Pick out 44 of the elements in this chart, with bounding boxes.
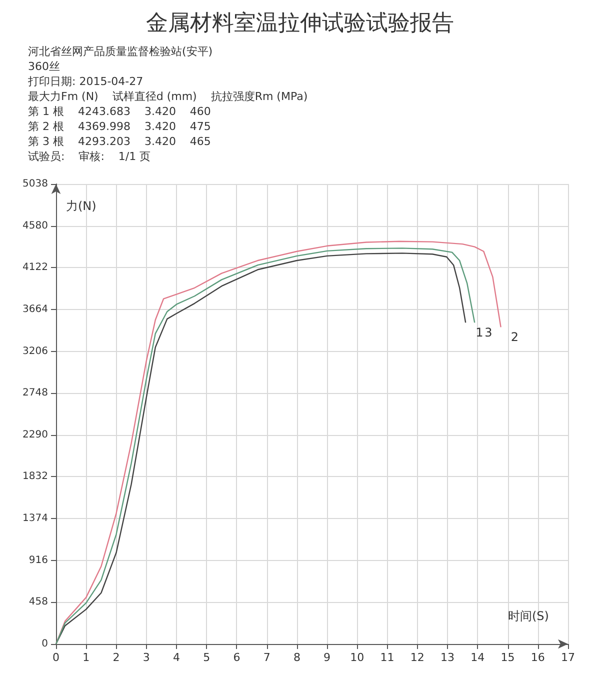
x-tick-label: 7	[263, 651, 270, 664]
x-tick-label: 12	[410, 651, 424, 664]
text: 河北省丝网产品质量监督检验站(安平)	[28, 44, 214, 59]
y-tick-label: 1832	[22, 471, 48, 482]
x-tick-label: 17	[561, 651, 575, 664]
x-tick-label: 0	[52, 651, 60, 664]
x-tick-label: 8	[293, 651, 300, 664]
x-tick-label: 1	[82, 651, 90, 664]
y-tick-label: 2748	[22, 388, 48, 399]
y-tick-label: 4580	[22, 220, 48, 232]
y-tick-label: 3206	[22, 346, 48, 357]
series-label: 3	[484, 326, 492, 340]
x-tick-label: 3	[142, 651, 150, 664]
y-tick-label: 4122	[22, 262, 48, 274]
text: 第 1 根 4243.683 3.420 460	[28, 104, 212, 119]
y-tick-label: 3664	[22, 304, 48, 315]
y-tick-label: 2290	[22, 429, 48, 440]
x-tick-label: 13	[440, 651, 455, 664]
text: 最大力Fm (N) 试样直径d (mm) 抗拉强度Rm (MPa)	[28, 89, 309, 104]
y-axis-title: 力(N)	[66, 199, 96, 213]
x-tick-label: 6	[233, 651, 240, 664]
text: 打印日期: 2015-04-27	[28, 74, 144, 89]
x-tick-label: 2	[112, 651, 120, 664]
x-tick-label: 16	[530, 651, 545, 664]
x-tick-label: 4	[172, 651, 180, 664]
x-tick-label: 5	[203, 651, 210, 664]
x-tick-label: 15	[500, 651, 515, 664]
series-label: 2	[510, 330, 518, 344]
y-tick-label: 5038	[22, 178, 48, 190]
y-tick-label: 916	[28, 554, 48, 566]
x-axis-title: 时间(S)	[508, 609, 549, 623]
text: 第 3 根 4293.203 3.420 465	[28, 134, 212, 149]
y-tick-label: 0	[42, 638, 48, 650]
text: 第 2 根 4369.998 3.420 475	[28, 119, 212, 134]
x-tick-label: 14	[470, 651, 485, 664]
x-tick-label: 10	[350, 651, 364, 664]
x-tick-label: 11	[380, 651, 394, 664]
text: 360丝	[28, 59, 61, 74]
y-tick-label: 1374	[22, 513, 48, 524]
series-label: 1	[476, 326, 484, 340]
text: 试验员: 审核: 1/1 页	[28, 149, 152, 164]
chart-title: 金属材料室温拉伸试验试验报告	[145, 10, 455, 38]
x-tick-label: 9	[324, 651, 331, 664]
y-tick-label: 458	[28, 596, 48, 608]
